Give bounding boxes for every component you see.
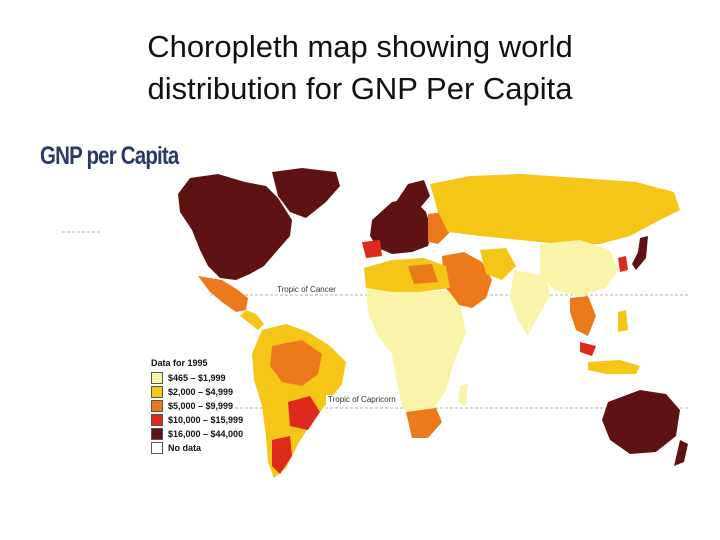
legend-title: Data for 1995: [151, 358, 208, 368]
greenland-region: [272, 168, 340, 218]
world-map: [62, 168, 690, 478]
map-heading: GNP per Capita: [40, 142, 179, 170]
middle-east-region: [442, 252, 492, 308]
scandinavia-region: [396, 180, 430, 208]
legend-label: $16,000 – $44,000: [168, 428, 244, 439]
southeast-asia-region: [570, 296, 596, 336]
legend-item: $465 – $1,999: [151, 371, 243, 384]
legend-swatch: [151, 371, 163, 384]
legend-swatch: [151, 413, 163, 426]
china-region: [540, 240, 618, 296]
northern-asia-region: [430, 174, 680, 244]
slide-title: Choropleth map showing world distributio…: [0, 26, 720, 110]
mexico-region: [198, 276, 248, 312]
japan-region: [632, 236, 648, 270]
legend-label: $5,000 – $9,999: [168, 400, 234, 411]
new-zealand-region: [674, 440, 688, 466]
legend-label: $10,000 – $15,999: [168, 414, 244, 425]
india-region: [510, 270, 550, 336]
legend-swatch: [151, 385, 163, 398]
south-america-interior-region: [270, 340, 322, 386]
legend-item: No data: [151, 441, 243, 454]
legend-label: $465 – $1,999: [168, 372, 226, 383]
legend-swatch: [151, 427, 163, 440]
indonesia-region: [588, 360, 640, 374]
brazil-south-region: [288, 396, 320, 430]
iran-region: [480, 248, 516, 280]
legend-label: $2,000 – $4,999: [168, 386, 234, 397]
legend-item: $16,000 – $44,000: [151, 427, 243, 440]
slide-title-line-2: distribution for GNP Per Capita: [147, 71, 573, 106]
malay-region: [580, 342, 596, 356]
tropic-of-cancer-label: Tropic of Cancer: [275, 285, 338, 294]
philippines-region: [618, 310, 628, 332]
libya-region: [408, 264, 438, 284]
legend-items: $465 – $1,999 $2,000 – $4,999 $5,000 – $…: [151, 371, 243, 454]
korea-region: [618, 256, 628, 272]
legend-swatch: [151, 399, 163, 412]
central-america-region: [240, 310, 264, 330]
legend-item: $5,000 – $9,999: [151, 399, 243, 412]
map-figure: GNP per Capita Tropic of Cancer Tropic o…: [40, 140, 695, 500]
madagascar-region: [458, 384, 468, 406]
tropic-of-capricorn-label: Tropic of Capricorn: [326, 395, 398, 404]
iberia-region: [362, 240, 382, 258]
southern-cone-region: [272, 436, 292, 474]
north-america-region: [178, 174, 292, 280]
australia-region: [602, 390, 680, 454]
north-africa-region: [364, 258, 450, 292]
legend-label: No data: [168, 442, 202, 453]
southern-africa-region: [406, 408, 442, 438]
europe-region: [370, 198, 432, 254]
map-legend: Data for 1995 $465 – $1,999 $2,000 – $4,…: [151, 358, 243, 455]
legend-item: $2,000 – $4,999: [151, 385, 243, 398]
legend-item: $10,000 – $15,999: [151, 413, 243, 426]
sub-saharan-africa-region: [366, 288, 466, 422]
slide-title-line-1: Choropleth map showing world: [147, 29, 573, 64]
legend-swatch: [151, 441, 163, 454]
